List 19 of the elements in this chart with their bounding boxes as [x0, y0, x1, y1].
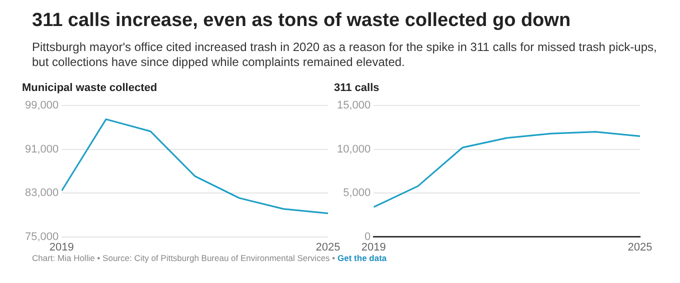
y-tick-label: 15,000	[336, 100, 371, 112]
text: Get the data	[338, 253, 387, 263]
y-tick-label: 0	[364, 230, 371, 243]
chart-title: 311 calls increase, even as tons of waste collected go down	[32, 10, 571, 32]
y-tick-label: 5,000	[343, 187, 371, 200]
source-note: Source: City of Pittsburgh Bureau of Environmental Services •	[102, 253, 336, 263]
y-axis-title: 311 calls	[334, 82, 380, 96]
y-axis-title: Municipal waste collected	[22, 82, 158, 94]
y-tick-label: 75,000	[24, 230, 59, 243]
x-tick-label: 2019	[49, 241, 74, 254]
y-tick-label: 91,000	[24, 143, 59, 156]
y-tick-label: 10,000	[336, 143, 371, 156]
text: Chart: Mia Hollie •	[32, 253, 100, 263]
x-tick-label: 2025	[628, 241, 652, 254]
y-tick-label: 99,000	[24, 100, 59, 112]
y-tick-label: 83,000	[24, 187, 59, 200]
x-tick-label: 2025	[316, 241, 340, 254]
x-tick-label: 2019	[361, 241, 386, 254]
chart-subtitle: Pittsburgh mayor's office cited increased trash in 2020 as a reason for the spike in 311 calls for missed trash pick-ups, but collections have since dipped while complaints remained elevated.	[32, 40, 658, 70]
